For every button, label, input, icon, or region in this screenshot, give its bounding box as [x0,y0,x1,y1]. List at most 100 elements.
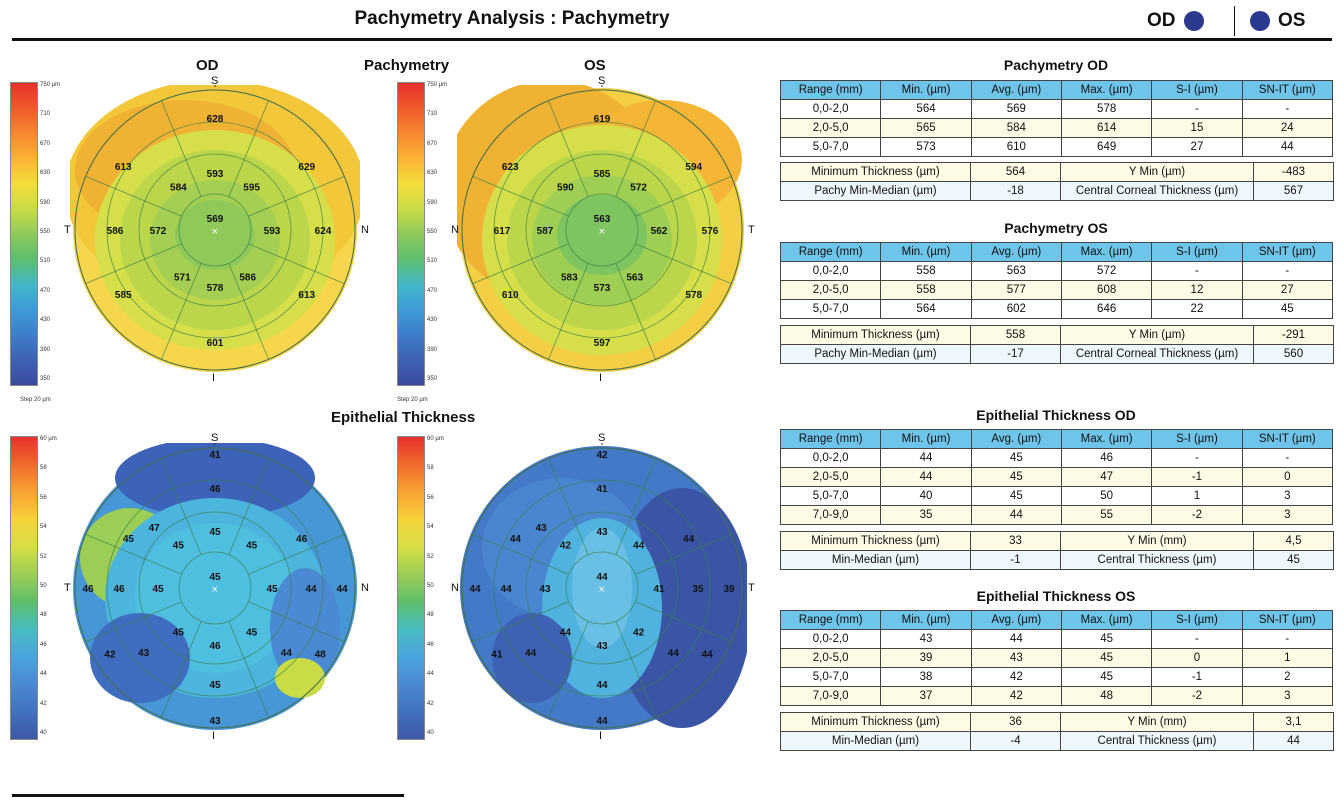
scale-tick-label: 750 µm [40,82,61,88]
center-mark-icon: × [211,585,219,595]
table-row: 5,0-7,0 40 45 50 1 3 [779,486,1334,506]
pachymetry-map-os[interactable]: × 619 623 594 585 590 572 563 587 562 617 576 583 573… [457,85,747,375]
table-cell: 646 [1060,299,1153,319]
scale-tick-label: 48 [427,612,434,619]
table-cell: -2 [1151,686,1243,706]
map-sector-line [472,243,569,284]
map-value: 45 [209,680,221,691]
map-sector-line [615,263,656,360]
map-zone-ring [138,153,292,307]
map-zone-ring [178,551,252,625]
summary-cell: 4,5 [1253,531,1334,551]
scale-tick-label: 54 [427,524,434,531]
map-zone-ring [565,551,639,625]
pachymetry-scale-ticks: 750 µm 710 670 630 590 550 510 470 430 390 350 [40,82,64,384]
dir-n-eod: N [361,582,369,594]
center-mark-icon: × [211,227,219,237]
map-value: 44 [560,628,572,639]
map-value: 43 [539,584,551,595]
summary-cell: Y Min (mm) [1060,531,1254,551]
table-row: 0,0-2,0 558 563 572- - [779,261,1334,281]
summary-cell: Central Corneal Thickness (µm) [1060,344,1254,364]
scale-tick-label: 670 [427,140,438,147]
eye-selector-od[interactable]: OD [1147,6,1212,36]
map-sector-line [228,100,269,197]
map-value: 628 [207,114,224,125]
map-value: 46 [209,641,221,652]
summary-cell: 44 [1253,731,1334,751]
table-cell: 563 [970,261,1062,281]
eye-selector-os[interactable]: OS [1242,6,1305,36]
dir-s-pod: S [211,75,219,87]
map-value: 45 [173,540,185,551]
map-sector-line [548,100,589,197]
epi-os-table: Range (mm) Min. (µm) Avg. (µm) Max. (µm) S-I… [779,610,1334,706]
map-value: 47 [149,523,161,534]
table-header-row: Range (mm) Min. (µm) Avg. (µm) Max. (µm) S-I… [779,610,1334,630]
table-header-cell: Max. (µm) [1060,429,1153,449]
map-sector-line [161,621,202,718]
map-value: 46 [82,584,94,595]
summary-cell: 36 [970,712,1061,732]
epithelial-map-os[interactable]: × 42 44 41 43 44 42 43 44 44 43 44 44 41 35 39 44 42 43 44 4… [457,443,747,733]
map-value: 629 [298,162,315,173]
scale-tick-label: 630 [427,170,438,177]
epithelial-map-od[interactable]: × 41 45 46 47 46 45 45 45 45 45 46 46 45 44 44 45 45 46 43 4… [70,443,360,733]
table-cell: 578 [1060,99,1153,119]
map-value: 594 [685,162,702,173]
summary-row: Pachy Min-Median (µm) -18 Central Corneal … [780,181,1334,201]
map-value: 578 [207,283,224,294]
pachymetry-scale-ticks-os: 750 µm 710 670 630 590 550 510 470 430 390 350 [427,82,451,384]
scale-tick-label: 430 [427,317,438,324]
scale-tick-label: 44 [40,671,47,678]
table-row: 2,0-5,0 565 584 614 15 24 [779,118,1334,138]
map-value: 610 [502,290,519,301]
table-header-cell: S-I (µm) [1151,242,1243,262]
scale-tick-label: 430 [40,317,51,324]
map-zone-ring [461,89,743,371]
summary-cell: Minimum Thickness (µm) [780,325,971,345]
scale-tick-label: 470 [40,287,51,294]
summary-cell: Min-Median (µm) [780,550,971,570]
table-cell: 0,0-2,0 [779,99,882,119]
table-header-cell: Min. (µm) [880,80,972,100]
pachymetry-map-od[interactable]: × 628 613 629 593 584 595 569 572 593 586 624 571 578… [70,85,360,375]
dir-n-pos: N [451,224,459,236]
summary-cell: 567 [1253,181,1334,201]
map-sector-line [472,534,569,575]
table-cell: 45 [1241,299,1334,319]
map-value: 563 [594,214,611,225]
scale-tick-label: 390 [427,346,438,353]
summary-row: Min-Median (µm) -4 Central Thickness (µm) 4… [780,731,1334,751]
table-cell: 43 [970,648,1062,668]
map-value: 44 [668,648,680,659]
table-row: 7,0-9,0 37 42 48 -2 3 [779,686,1334,706]
map-sector-line [615,100,656,197]
table-header-cell: Range (mm) [779,429,882,449]
od-label: OD [1147,10,1176,31]
map-value: 48 [315,650,327,661]
table-cell: 608 [1060,280,1153,300]
map-value: 586 [239,273,256,284]
summary-cell: Minimum Thickness (µm) [780,531,971,551]
os-label: OS [1278,10,1306,31]
scale-tick-label: 550 [427,229,438,235]
table-row: 5,0-7,0 564 602 646 22 45 [779,299,1334,319]
summary-cell: Y Min (µm) [1060,162,1254,182]
table-header-cell: S-I (µm) [1151,80,1243,100]
pachymetry-color-scale [10,82,38,386]
table-row: 2,0-5,0 39 43 45 0 1 [779,648,1334,668]
summary-cell: 564 [970,162,1061,182]
summary-cell: -483 [1253,162,1334,182]
footer-divider [12,794,404,803]
map-sector-line [248,601,345,642]
scale-tick-label: 48 [40,612,47,619]
table-cell: 573 [880,137,972,157]
table-cell: 0 [1241,467,1334,487]
table-cell: 7,0-9,0 [779,686,882,706]
map-value: 624 [315,226,332,237]
table-cell: 569 [970,99,1062,119]
map-value: 42 [104,650,116,661]
table-cell: 45 [970,486,1062,506]
scale-tick-label: 350 [40,376,51,382]
